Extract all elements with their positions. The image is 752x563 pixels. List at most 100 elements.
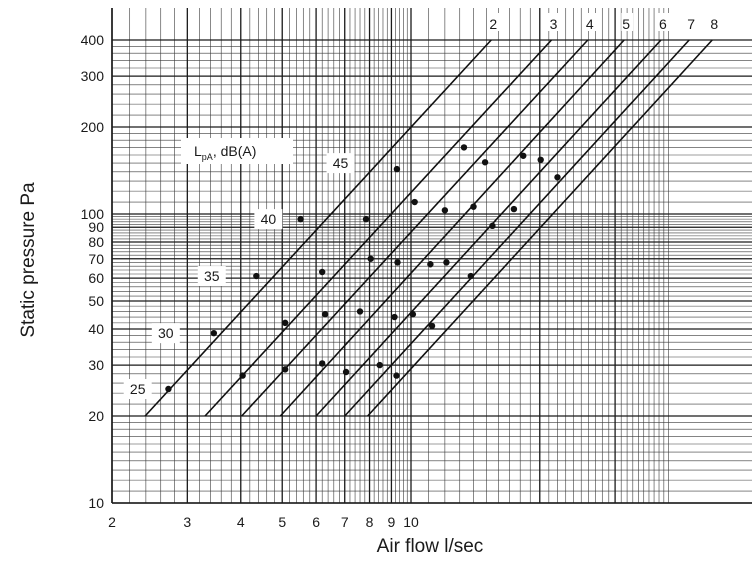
data-point: [281, 319, 289, 327]
data-point: [391, 313, 398, 321]
db-label: 30: [158, 325, 174, 341]
data-point: [428, 322, 436, 330]
legend-subscript: pA: [202, 152, 213, 162]
data-point: [342, 368, 350, 376]
y-tick-label: 100: [81, 206, 105, 222]
y-tick-label: 60: [88, 270, 104, 286]
data-point: [210, 329, 218, 337]
x-tick-label: 6: [312, 514, 320, 530]
series-label-box: [584, 13, 597, 31]
data-point: [489, 222, 496, 230]
y-tick-label: 80: [88, 234, 104, 250]
series-label: 4: [586, 16, 594, 32]
data-point: [376, 361, 383, 369]
series-line: [315, 39, 662, 417]
x-tick-label: 7: [341, 514, 349, 530]
axes: [111, 8, 752, 504]
legend-box: [181, 138, 293, 164]
data-point: [356, 308, 364, 315]
x-tick-label: 9: [388, 514, 396, 530]
series-line: [204, 39, 553, 417]
data-point: [318, 268, 326, 276]
series-label-box: [621, 13, 634, 31]
legend: LpA, dB(A): [181, 138, 293, 164]
series-label: 7: [687, 16, 695, 32]
series-label-box: [488, 13, 501, 31]
x-tick-label: 10: [403, 514, 419, 530]
x-tick-label: 3: [183, 514, 191, 530]
data-point: [239, 372, 246, 379]
data-point: [537, 156, 544, 164]
x-axis-label: Air flow l/sec: [377, 536, 484, 557]
data-point: [281, 366, 289, 373]
grid-minor: [112, 8, 752, 503]
db-label: 25: [130, 381, 146, 397]
data-point: [165, 385, 172, 393]
legend-l: L: [194, 143, 202, 159]
data-point: [427, 261, 434, 268]
series-line: [344, 39, 690, 417]
data-point: [520, 152, 527, 159]
x-tick-label: 5: [278, 514, 286, 530]
y-tick-label: 200: [81, 119, 105, 135]
data-point: [443, 259, 450, 266]
data-point: [393, 165, 401, 173]
series-label: 2: [489, 16, 497, 32]
data-point: [481, 159, 489, 166]
y-tick-label: 70: [88, 251, 104, 267]
series-label-box: [548, 13, 561, 31]
y-tick-label: 90: [88, 219, 104, 235]
y-tick-label: 40: [88, 321, 104, 337]
legend-label: LpA, dB(A): [194, 143, 256, 162]
data-point: [393, 372, 400, 379]
series-label-box: [686, 13, 699, 31]
y-tick-label: 10: [88, 495, 104, 511]
db-label-box: [326, 153, 355, 174]
data-point: [297, 215, 304, 223]
data-point: [554, 174, 561, 181]
db-label: 45: [333, 155, 349, 171]
db-label-box: [254, 209, 283, 230]
series-label: 5: [622, 16, 630, 32]
series: [144, 39, 713, 417]
series-line: [241, 39, 589, 417]
db-label: 40: [261, 211, 277, 227]
series-label: 3: [550, 16, 558, 32]
series-line: [279, 39, 625, 417]
db-label-box: [197, 266, 226, 287]
y-tick-label: 30: [88, 357, 104, 373]
series-label: 8: [710, 16, 718, 32]
db-label: 35: [204, 268, 220, 284]
db-label-box: [123, 379, 152, 400]
data-point: [362, 215, 370, 223]
data-point: [411, 198, 418, 206]
x-tick-label: 4: [237, 514, 245, 530]
series-line: [367, 39, 713, 417]
data-point: [441, 207, 449, 214]
y-tick-label: 50: [88, 293, 104, 309]
x-tick-label: 2: [108, 514, 116, 530]
series-label-box: [657, 13, 670, 31]
y-axis-label: Static pressure Pa: [18, 182, 39, 338]
y-tick-label: 20: [88, 408, 104, 424]
y-tick-label: 300: [81, 68, 105, 84]
data-point: [470, 203, 477, 210]
data-point: [253, 272, 260, 280]
data-point: [409, 311, 417, 318]
data-point: [318, 360, 326, 367]
series-label: 6: [659, 16, 667, 32]
data-point: [467, 272, 475, 280]
series-label-box: [709, 13, 722, 31]
data-point: [394, 259, 401, 266]
db-label-box: [151, 323, 180, 344]
data-point: [321, 311, 329, 318]
legend-unit: , dB(A): [213, 143, 257, 159]
series-line: [144, 39, 492, 417]
y-tick-label: 400: [81, 32, 105, 48]
data-point: [460, 144, 468, 151]
data-point: [367, 255, 374, 262]
x-tick-label: 8: [366, 514, 374, 530]
data-point: [510, 205, 518, 213]
